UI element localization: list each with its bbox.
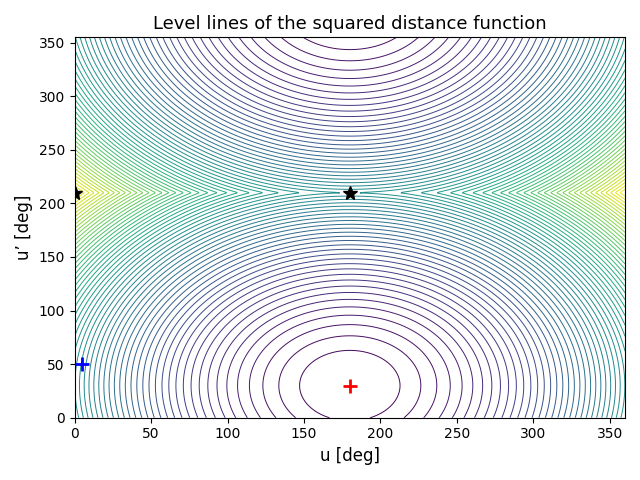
X-axis label: u [deg]: u [deg]: [320, 447, 380, 465]
Y-axis label: u’ [deg]: u’ [deg]: [15, 195, 33, 260]
Title: Level lines of the squared distance function: Level lines of the squared distance func…: [153, 15, 547, 33]
